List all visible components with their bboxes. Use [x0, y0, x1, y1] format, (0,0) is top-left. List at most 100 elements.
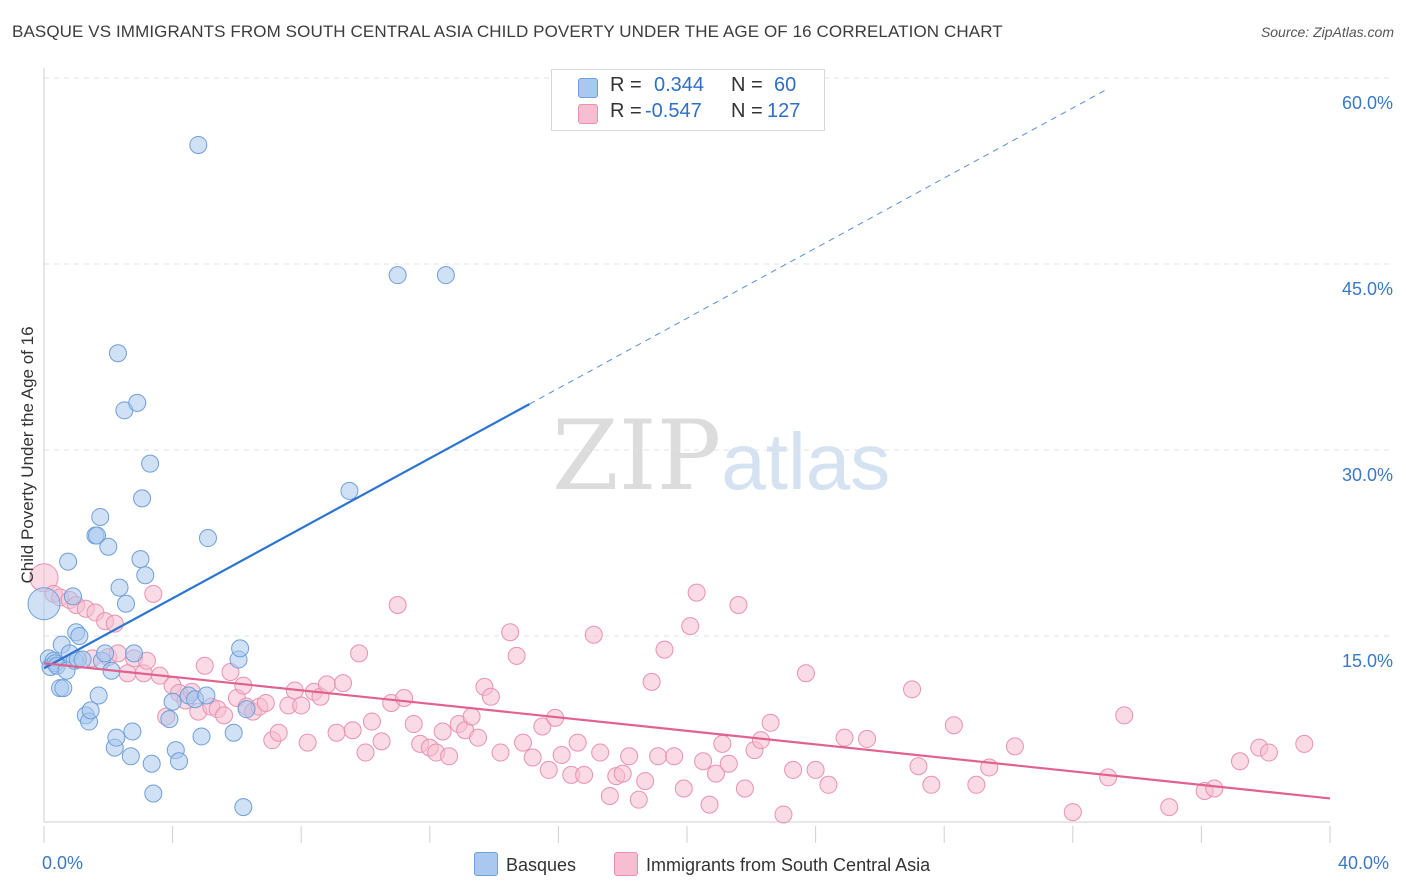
immigrants-point [256, 693, 275, 712]
immigrants-point [729, 596, 748, 614]
immigrants-point [343, 721, 362, 740]
immigrants-points [29, 563, 1314, 824]
immigrants-point [1005, 737, 1024, 756]
immigrants-point [620, 747, 639, 766]
immigrants-point [735, 779, 754, 798]
legend-immigrants-label: Immigrants from South Central Asia [646, 855, 931, 875]
basques-point [27, 587, 61, 621]
basques-point [131, 550, 150, 569]
immigrants-point [665, 747, 684, 766]
immigrants-point [539, 760, 558, 779]
legend-n-label: N = [731, 74, 763, 96]
x-tick-label-min: 0.0% [42, 853, 84, 873]
immigrants-point [372, 732, 391, 751]
legend-n-value: 127 [767, 100, 801, 122]
basques-point [91, 507, 110, 526]
legend-r-value: 0.344 [654, 74, 705, 96]
immigrants-point [440, 747, 459, 766]
basques-point [136, 566, 155, 585]
immigrants-point [629, 790, 648, 809]
immigrants-point [944, 716, 963, 735]
immigrants-point [909, 757, 928, 776]
basques-point [108, 344, 127, 363]
immigrants-point [481, 687, 500, 706]
immigrants-point [784, 760, 803, 779]
immigrants-point [835, 728, 854, 747]
basques-point [121, 747, 140, 766]
basques-point [224, 723, 243, 742]
immigrants-point [215, 706, 234, 725]
immigrants-point [507, 646, 526, 665]
y-tick-label: 30.0% [1341, 465, 1393, 485]
immigrants-point [333, 674, 352, 693]
legend-item-immigrants[interactable]: Immigrants from South Central Asia [614, 852, 930, 876]
immigrants-point [613, 764, 632, 783]
basques-point [197, 686, 216, 705]
basques-point [73, 650, 92, 669]
immigrants-point [719, 754, 738, 773]
basques-point [123, 722, 142, 741]
basques-point [192, 727, 211, 746]
immigrants-point [356, 743, 375, 762]
x-tick-label-max: 40.0% [1338, 853, 1390, 873]
immigrants-point [269, 723, 288, 742]
immigrants-point [922, 775, 941, 794]
immigrants-point [491, 743, 510, 762]
immigrants-point [404, 715, 423, 734]
immigrants-point [433, 722, 452, 741]
immigrants-point [681, 617, 700, 636]
basques-point [54, 679, 73, 698]
immigrants-point [649, 747, 668, 766]
legend-r-label: R = [610, 100, 642, 122]
legend-n-label: N = [731, 100, 763, 122]
immigrants-point [1259, 743, 1278, 762]
immigrants-point [568, 733, 587, 752]
immigrants-point [469, 728, 488, 747]
basques-point [340, 481, 359, 500]
immigrants-swatch [614, 852, 638, 876]
axes [43, 68, 1331, 843]
immigrants-trend-line [43, 662, 1331, 800]
basques-point [436, 266, 455, 285]
basques-point [88, 526, 107, 545]
immigrants-point [774, 805, 793, 824]
immigrants-point [819, 775, 838, 794]
basques-point [110, 578, 129, 597]
immigrants-point [967, 775, 986, 794]
y-tick-label: 45.0% [1341, 279, 1393, 299]
immigrants-point [1063, 803, 1082, 822]
basques-point [388, 266, 407, 285]
immigrants-point [523, 748, 542, 767]
immigrants-point [687, 583, 706, 602]
basques-point [59, 552, 78, 571]
basques-point [125, 644, 144, 663]
legend-item-basques[interactable]: Basques [474, 852, 576, 876]
immigrants-point [350, 644, 369, 663]
y-tick-label: 15.0% [1341, 651, 1393, 671]
legend-r-value: -0.547 [645, 100, 702, 122]
immigrants-point [584, 625, 603, 644]
basques-swatch [474, 852, 498, 876]
watermark-atlas: atlas [721, 417, 891, 506]
immigrants-point [636, 772, 655, 791]
immigrants-point [903, 680, 922, 699]
basques-point [234, 798, 253, 817]
immigrants-point [600, 786, 619, 805]
immigrants-point [858, 729, 877, 748]
immigrants-point [1295, 734, 1314, 753]
basques-point [237, 700, 256, 719]
immigrants-point [317, 675, 336, 694]
immigrants-point [694, 752, 713, 771]
basques-point [107, 728, 126, 747]
basques-point [81, 701, 100, 720]
immigrants-point [806, 760, 825, 779]
immigrants-point [327, 723, 346, 742]
immigrants-point [674, 779, 693, 798]
basques-point [99, 537, 118, 556]
legend-n-value: 60 [774, 74, 797, 96]
immigrants-point [713, 734, 732, 753]
basques-point [89, 686, 108, 705]
correlation-legend: R = 0.344 N = 60 R = -0.547 N = 127 [551, 69, 825, 131]
immigrants-point [655, 640, 674, 659]
